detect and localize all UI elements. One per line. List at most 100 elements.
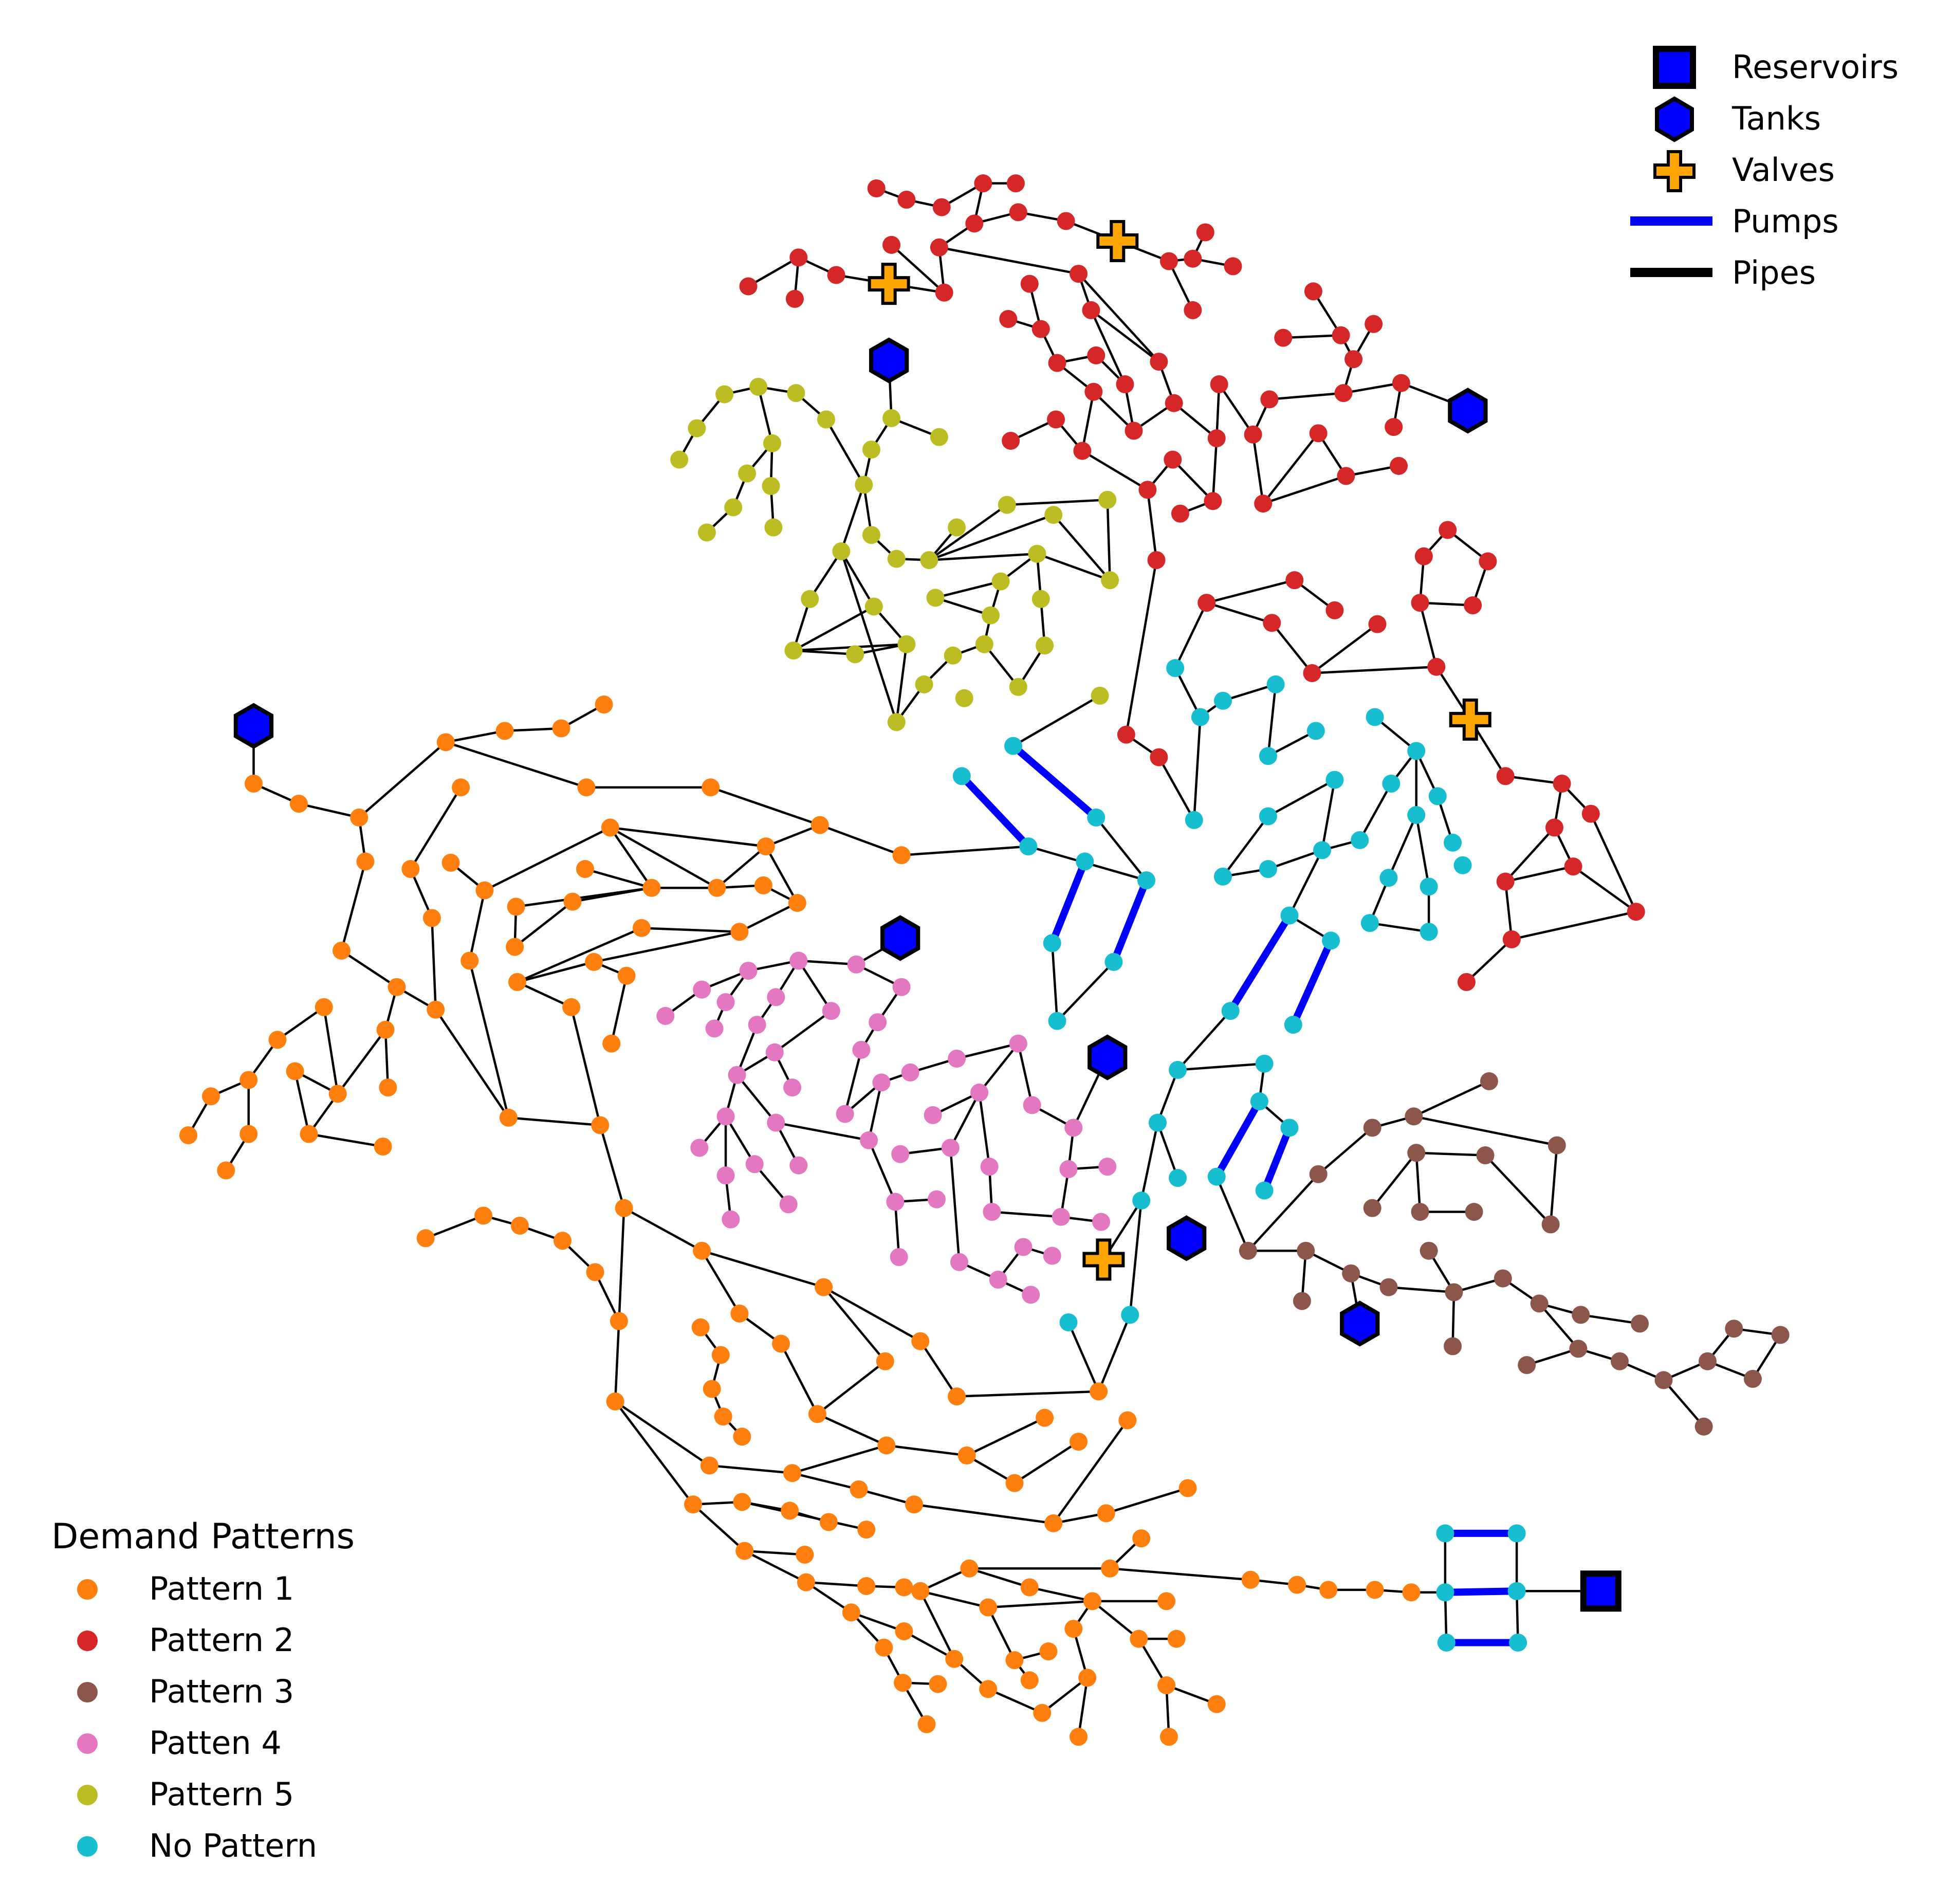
junction-node: [328, 1085, 347, 1103]
junction-node: [1342, 1264, 1360, 1283]
junction-node: [716, 993, 735, 1012]
pipe: [1415, 1152, 1475, 1213]
junction-node: [577, 778, 596, 797]
junction-node: [1244, 425, 1262, 444]
junction-node: [610, 1312, 628, 1330]
junction-node: [1239, 1241, 1257, 1260]
junction-node: [735, 1542, 754, 1560]
junction-node: [917, 1715, 936, 1733]
junction-node: [1031, 590, 1050, 608]
junction-node: [1405, 1107, 1423, 1126]
junction-node: [1260, 390, 1279, 409]
junction-node: [935, 283, 953, 302]
pipe: [1663, 1379, 1705, 1427]
junction-node: [1224, 257, 1242, 276]
legend-item-pattern-3: Pattern 3: [77, 1673, 294, 1710]
junction-node: [1392, 374, 1410, 392]
junction-node: [1033, 1704, 1052, 1722]
junction-node: [1285, 571, 1304, 590]
junction-node: [1255, 1181, 1274, 1200]
junction-node: [300, 1125, 318, 1143]
junction-node: [860, 1131, 878, 1149]
junction-node: [553, 1232, 572, 1250]
junction-node: [1157, 1592, 1176, 1610]
junction-node: [1070, 265, 1088, 283]
junction-node: [1382, 774, 1401, 793]
junction-node: [882, 235, 901, 254]
junction-node: [708, 878, 726, 897]
junction-node: [765, 1043, 784, 1061]
junction-node: [427, 1000, 445, 1019]
pattern-marker: [77, 1631, 98, 1651]
junction-node: [1266, 675, 1285, 693]
junction-node: [1541, 1215, 1560, 1234]
junction-node: [552, 719, 570, 738]
pump: [959, 773, 1031, 849]
junction-node: [1407, 806, 1426, 825]
junction-node: [1039, 1642, 1058, 1661]
junction-node: [1178, 1479, 1197, 1497]
junction-node: [1207, 1167, 1226, 1186]
junction-node: [1130, 1630, 1148, 1648]
valve-icon: [868, 263, 910, 305]
junction-node: [1313, 841, 1331, 859]
junction-node: [767, 1113, 785, 1132]
legend-label: Reservoirs: [1732, 48, 1899, 86]
junction-node: [832, 542, 851, 560]
junction-node: [700, 1456, 718, 1475]
junction-node: [872, 1073, 891, 1092]
junction-node: [1507, 1524, 1526, 1543]
junction-node: [785, 289, 804, 308]
junction-node: [1036, 1408, 1054, 1427]
pipe: [1067, 1069, 1179, 1393]
pipe: [966, 1417, 1045, 1457]
junction-node: [1293, 1292, 1311, 1310]
pump: [1289, 939, 1334, 1027]
legend-item-pumps: Pumps: [1630, 203, 1839, 240]
junction-node: [1480, 1072, 1498, 1090]
pipe: [776, 1121, 900, 1257]
junction-node: [289, 795, 308, 813]
pipe: [1168, 261, 1194, 311]
pipe: [935, 596, 991, 617]
junction-node: [1097, 1504, 1115, 1523]
junction-node: [892, 846, 911, 865]
junction-node: [617, 966, 636, 985]
junction-node: [711, 1346, 730, 1364]
junction-node: [948, 1049, 966, 1068]
pipe: [935, 580, 1001, 599]
junction-node: [379, 1078, 397, 1097]
legend-title: Demand Patterns: [51, 1516, 355, 1557]
junction-node: [1185, 811, 1203, 829]
legend-label: Pattern 5: [149, 1775, 294, 1813]
junction-node: [656, 1006, 675, 1025]
junction-node: [1116, 375, 1134, 394]
pipe: [425, 1214, 620, 1322]
tank-icon: [1167, 1215, 1207, 1261]
junction-node: [1087, 346, 1106, 364]
junction-node: [998, 496, 1016, 514]
pipe: [594, 930, 740, 963]
junction-node: [1365, 315, 1383, 333]
junction-node: [1250, 1092, 1268, 1111]
junction-node: [952, 767, 971, 785]
junction-node: [1309, 424, 1328, 443]
junction-node: [422, 909, 441, 927]
junction-node: [1014, 1238, 1033, 1256]
junction-node: [688, 419, 706, 437]
junction-node: [787, 384, 805, 402]
pipe: [1206, 579, 1336, 612]
pipe: [1218, 383, 1254, 435]
junction-node: [606, 1392, 624, 1411]
junction-node: [595, 695, 613, 714]
junction-node: [716, 1166, 735, 1185]
junction-node: [1288, 1576, 1306, 1594]
junction-node: [869, 1013, 887, 1032]
valve-icon: [1449, 698, 1491, 741]
junction-node: [1078, 1669, 1097, 1687]
junction-node: [714, 1407, 732, 1426]
junction-node: [788, 894, 806, 912]
pipe: [1222, 778, 1336, 877]
junction-node: [897, 190, 916, 209]
junction-node: [728, 1066, 746, 1084]
